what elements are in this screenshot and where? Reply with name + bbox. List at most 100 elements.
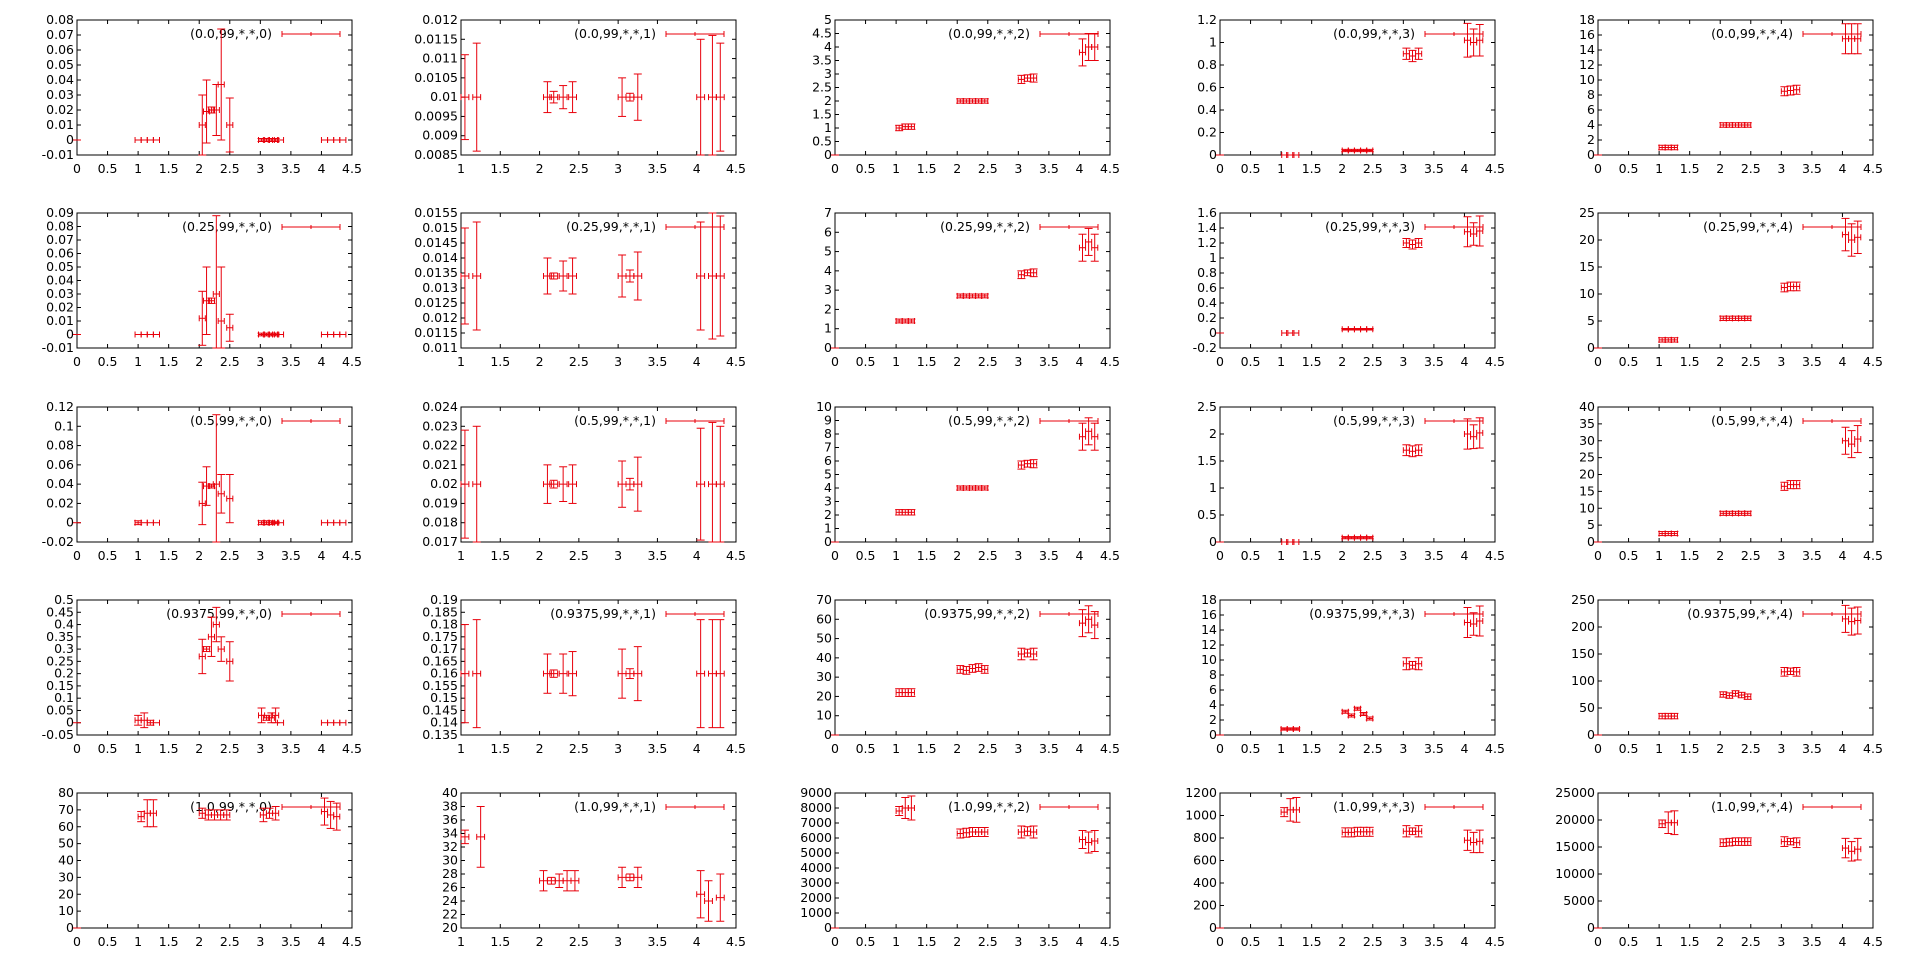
plot-frame	[460, 19, 737, 156]
y-tick-label: 0.03	[46, 286, 74, 301]
x-tick-label: 2.5	[978, 354, 998, 369]
y-tick-label: 0.05	[46, 702, 74, 717]
x-tick-label: 4	[1460, 161, 1468, 176]
y-tick-label: 60	[816, 611, 832, 626]
x-tick-label: 0	[1594, 354, 1602, 369]
y-tick-label: 0.2	[1197, 125, 1217, 140]
y-tick-label: 4	[824, 480, 832, 495]
data-point	[617, 254, 627, 298]
data-point	[1029, 825, 1038, 839]
y-tick-label: 0.135	[422, 727, 458, 742]
y-tick-label: 150	[1571, 646, 1595, 661]
data-point	[558, 260, 568, 292]
x-tick-label: 3.5	[1802, 741, 1822, 756]
x-tick-label: 4	[1460, 548, 1468, 563]
y-tick-label: 0.022	[422, 438, 458, 453]
data-point	[617, 460, 627, 508]
y-tick-label: 0.01	[430, 89, 458, 104]
data-point	[1780, 282, 1789, 293]
y-tick-label: 8000	[800, 800, 832, 815]
data-point	[549, 669, 559, 678]
x-tick-label: 1.5	[490, 354, 510, 369]
y-tick-label: 2	[824, 507, 832, 522]
x-tick-label: 3	[1014, 741, 1022, 756]
data-point	[539, 870, 548, 892]
y-tick-label: 0	[66, 327, 74, 342]
y-tick-label: 28	[442, 866, 458, 881]
y-tick-label: 0.0095	[414, 108, 458, 123]
data-point	[198, 807, 207, 819]
subplot-p4_4: 0 0.5 1 1.5 2 2.5 3 3.5 4 4.5 0 5000 10000 15000 20000…	[1555, 785, 1883, 949]
x-tick-label: 4	[1460, 354, 1468, 369]
x-tick-label: 3	[614, 741, 622, 756]
y-tick-label: 0.03	[46, 87, 74, 102]
x-tick-label: 1.5	[1680, 934, 1700, 949]
x-tick-label: 0	[831, 934, 839, 949]
x-tick-label: 1.5	[159, 354, 179, 369]
y-tick-label: 32	[442, 839, 458, 854]
data-point	[1463, 607, 1472, 638]
data-point	[715, 215, 725, 337]
x-tick-label: 2	[536, 741, 544, 756]
data-point	[633, 866, 643, 888]
x-tick-label: 1	[134, 548, 142, 563]
data-point	[554, 873, 564, 888]
x-tick-label: 4.5	[342, 934, 362, 949]
y-tick-label: 3.5	[812, 53, 832, 68]
y-tick-label: 0.011	[422, 340, 458, 355]
x-tick-label: 0	[1594, 548, 1602, 563]
data-point	[1414, 47, 1423, 60]
y-tick-label: 0.8	[1197, 57, 1217, 72]
y-tick-label: 0.018	[422, 515, 458, 530]
x-tick-label: 3.5	[647, 934, 667, 949]
y-tick-label: 38	[442, 799, 458, 814]
data-point	[1365, 147, 1374, 154]
data-point	[1841, 604, 1850, 633]
y-tick-label: 0.0145	[414, 235, 458, 250]
y-tick-label: 0	[1587, 534, 1595, 549]
y-tick-label: 1	[824, 321, 832, 336]
data-point	[907, 509, 916, 516]
x-tick-label: 0	[1216, 161, 1224, 176]
data-point	[225, 474, 234, 524]
y-tick-label: 10	[1579, 500, 1595, 515]
y-tick-label: 4	[1209, 697, 1217, 712]
y-tick-label: 18	[1201, 592, 1217, 607]
data-point	[1670, 144, 1679, 151]
y-tick-label: 20	[816, 688, 832, 703]
y-tick-label: 0.2	[1197, 310, 1217, 325]
data-point	[327, 137, 335, 143]
y-tick-label: 0.0155	[414, 205, 458, 220]
y-tick-label: 20	[1579, 467, 1595, 482]
y-tick-label: 0.02	[46, 495, 74, 510]
y-tick-label: 70	[816, 592, 832, 607]
legend-label: (1.0,99,*,*,1)	[574, 799, 656, 814]
data-point	[149, 799, 158, 828]
data-point	[1023, 74, 1032, 82]
data-point	[339, 719, 347, 726]
data-point	[271, 707, 280, 724]
x-tick-label: 3	[614, 934, 622, 949]
y-tick-label: 1	[1209, 480, 1217, 495]
y-tick-label: 0.02	[46, 300, 74, 315]
data-point	[198, 638, 207, 675]
subplot-p2_1: 1 1.5 2 2.5 3 3.5 4 4.5 0.017 0.018 0.019 0.02 0.021…	[422, 399, 746, 563]
data-point	[1078, 38, 1087, 67]
data-point	[907, 795, 916, 821]
data-point	[320, 137, 329, 143]
legend-label: (0.9375,99,*,*,3)	[1309, 606, 1415, 621]
y-tick-label: 0	[1587, 727, 1595, 742]
x-tick-label: 3	[1777, 934, 1785, 949]
data-point	[1084, 605, 1093, 634]
x-tick-label: 3.5	[647, 161, 667, 176]
y-tick-label: 6000	[800, 830, 832, 845]
y-tick-label: 0.04	[46, 273, 74, 288]
x-tick-label: 0.5	[98, 934, 118, 949]
data-point	[152, 331, 160, 338]
y-tick-label: 0.155	[422, 678, 458, 693]
x-tick-label: 4.5	[342, 354, 362, 369]
x-tick-label: 0	[73, 161, 81, 176]
data-point	[907, 318, 916, 324]
data-point	[276, 719, 285, 726]
